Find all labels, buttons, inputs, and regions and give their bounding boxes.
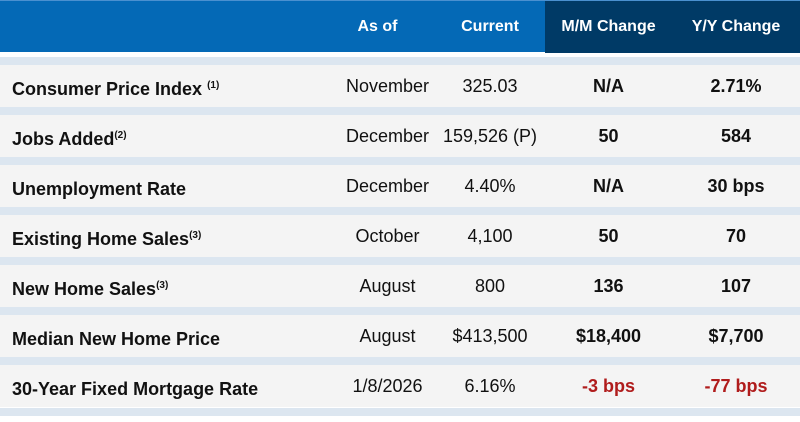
footnote-marker: (2) <box>114 130 127 141</box>
indicator-label: Jobs Added(2) <box>0 115 330 157</box>
yy-change-cell: 30 bps <box>672 165 800 207</box>
header-mm-change: M/M Change <box>545 1 673 53</box>
mm-change-cell: $18,400 <box>545 315 672 357</box>
as-of-cell: August <box>330 315 435 357</box>
current-cell: $413,500 <box>435 315 545 357</box>
yy-change-cell: 107 <box>672 265 800 307</box>
as-of-cell: 1/8/2026 <box>330 365 435 407</box>
mm-change-cell: 136 <box>545 265 672 307</box>
indicator-name: Existing Home Sales <box>12 229 190 249</box>
table-row: New Home Sales(3) August 800 136 107 <box>0 257 800 308</box>
indicator-name: Unemployment Rate <box>12 179 187 199</box>
mm-change-cell: -3 bps <box>545 365 672 407</box>
row-divider <box>0 257 800 265</box>
row-divider <box>0 357 800 365</box>
indicator-name: Jobs Added <box>12 129 115 149</box>
current-cell: 159,526 (P) <box>435 115 545 157</box>
row-divider <box>0 307 800 315</box>
as-of-cell: December <box>330 165 435 207</box>
current-cell: 4.40% <box>435 165 545 207</box>
as-of-cell: November <box>330 65 435 107</box>
current-cell: 6.16% <box>435 365 545 407</box>
yy-change-cell: 2.71% <box>672 65 800 107</box>
header-current: Current <box>461 18 519 35</box>
row-divider <box>0 107 800 115</box>
footnote-marker: (1) <box>207 80 220 91</box>
indicator-name: New Home Sales <box>12 279 157 299</box>
table-row: Existing Home Sales(3) October 4,100 50 … <box>0 207 800 258</box>
table-row: Jobs Added(2) December 159,526 (P) 50 58… <box>0 107 800 158</box>
indicator-label: Unemployment Rate <box>0 165 330 207</box>
yy-change-cell: 70 <box>672 215 800 257</box>
current-cell: 800 <box>435 265 545 307</box>
indicator-name: Median New Home Price <box>12 329 221 349</box>
mm-change-cell: N/A <box>545 65 672 107</box>
mm-change-cell: N/A <box>545 165 672 207</box>
divider <box>0 408 800 416</box>
current-cell: 4,100 <box>435 215 545 257</box>
current-cell: 325.03 <box>435 65 545 107</box>
table-header: As of Current M/M Change Y/Y Change <box>0 0 800 53</box>
mm-change-cell: 50 <box>545 115 672 157</box>
as-of-cell: October <box>330 215 435 257</box>
row-divider <box>0 57 800 65</box>
header-yy-change: Y/Y Change <box>672 1 800 53</box>
footnote-marker: (3) <box>189 230 202 241</box>
yy-change-cell: $7,700 <box>672 315 800 357</box>
indicator-name: Consumer Price Index <box>12 79 208 99</box>
table-row: Unemployment Rate December 4.40% N/A 30 … <box>0 157 800 208</box>
mm-change-cell: 50 <box>545 215 672 257</box>
yy-change-cell: -77 bps <box>672 365 800 407</box>
as-of-cell: August <box>330 265 435 307</box>
row-divider <box>0 207 800 215</box>
table-row: 30-Year Fixed Mortgage Rate 1/8/2026 6.1… <box>0 357 800 408</box>
footnote-marker: (3) <box>156 280 169 291</box>
indicator-label: Median New Home Price <box>0 315 330 357</box>
as-of-cell: December <box>330 115 435 157</box>
indicator-name: 30-Year Fixed Mortgage Rate <box>12 379 259 399</box>
table-row: Consumer Price Index (1) November 325.03… <box>0 57 800 108</box>
indicator-label: 30-Year Fixed Mortgage Rate <box>0 365 330 407</box>
indicator-label: Existing Home Sales(3) <box>0 215 330 257</box>
indicator-label: New Home Sales(3) <box>0 265 330 307</box>
row-divider <box>0 157 800 165</box>
indicator-label: Consumer Price Index (1) <box>0 65 330 107</box>
header-as-of: As of <box>357 18 398 35</box>
yy-change-cell: 584 <box>672 115 800 157</box>
table-row: Median New Home Price August $413,500 $1… <box>0 307 800 358</box>
